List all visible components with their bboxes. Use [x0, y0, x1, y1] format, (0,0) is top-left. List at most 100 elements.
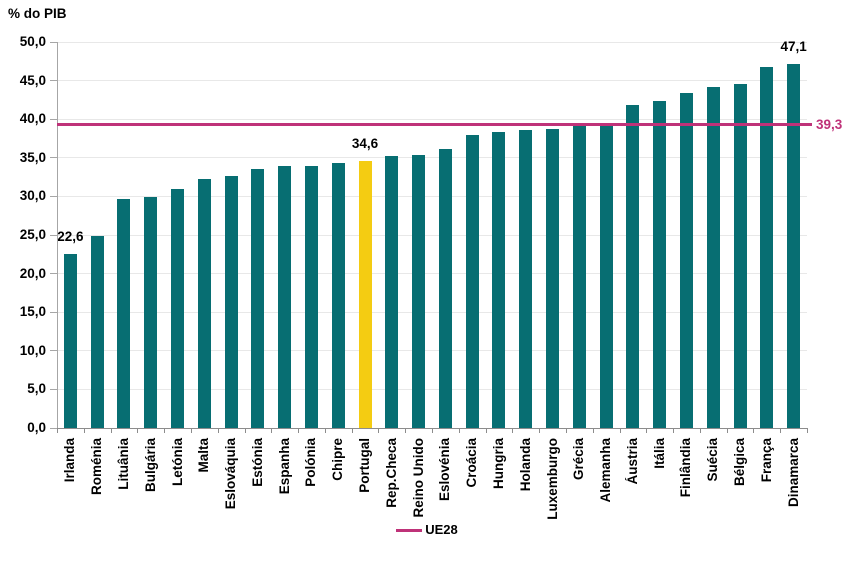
x-label-hungria: Hungria	[490, 438, 506, 490]
x-label-grecia: Grécia	[571, 438, 587, 481]
x-tick	[592, 428, 594, 433]
x-label-malta: Malta	[196, 438, 212, 473]
x-tick	[378, 428, 380, 433]
x-label-suecia: Suécia	[705, 438, 721, 482]
y-tick	[50, 234, 57, 236]
x-tick	[619, 428, 621, 433]
x-tick	[271, 428, 273, 433]
y-tick	[50, 311, 57, 313]
bar-suecia	[706, 86, 720, 428]
gridline	[57, 311, 807, 313]
x-tick	[190, 428, 192, 433]
x-label-letonia: Letónia	[169, 438, 185, 487]
x-label-romenia: Roménia	[89, 438, 105, 496]
bar-estonia	[251, 169, 265, 428]
x-tick	[485, 428, 487, 433]
x-label-lituania: Lituânia	[115, 438, 131, 490]
x-tick	[673, 428, 675, 433]
legend: UE28	[0, 522, 854, 538]
y-tick-label: 45,0	[19, 72, 46, 88]
x-label-alemanha: Alemanha	[598, 438, 614, 503]
y-tick-label: 25,0	[19, 227, 46, 242]
bar-polonia	[304, 165, 318, 428]
y-tick-label: 30,0	[19, 188, 46, 204]
x-tick	[298, 428, 300, 433]
bar-austria	[626, 105, 640, 428]
x-label-bulgaria: Bulgária	[142, 438, 158, 493]
y-tick	[50, 195, 57, 197]
bar-franca	[760, 67, 774, 428]
bar-hungria	[492, 131, 506, 428]
ue28-reference-line	[57, 123, 812, 127]
gridline	[57, 118, 807, 120]
bar-grecia	[572, 125, 586, 428]
bar-holanda	[519, 130, 533, 428]
y-axis-title: % do PIB	[8, 6, 67, 21]
x-label-eslovenia: Eslovénia	[437, 438, 453, 502]
bar-italia	[653, 101, 667, 428]
ue28-line-icon	[396, 528, 423, 532]
x-tick	[726, 428, 728, 433]
gridline	[57, 157, 807, 159]
x-label-luxemburgo: Luxemburgo	[544, 438, 560, 520]
y-tick	[50, 427, 57, 429]
bar-bulgaria	[144, 197, 158, 428]
y-tick	[50, 157, 57, 159]
bar-espanha	[278, 166, 292, 428]
gridline	[57, 350, 807, 352]
x-tick	[780, 428, 782, 433]
bar-chipre	[331, 163, 345, 428]
x-label-dinamarca: Dinamarca	[785, 438, 801, 508]
y-tick-label: 10,0	[19, 342, 46, 358]
bar-value-label-dinamarca: 47,1	[780, 39, 807, 55]
y-tick-label: 35,0	[19, 149, 46, 165]
x-label-estonia: Estónia	[249, 438, 265, 487]
x-label-belgica: Bélgica	[732, 438, 748, 487]
x-axis-line	[57, 428, 808, 429]
x-tick	[405, 428, 407, 433]
y-tick	[50, 80, 57, 82]
x-tick	[217, 428, 219, 433]
x-tick	[244, 428, 246, 433]
bar-eslovenia	[438, 149, 452, 428]
x-label-eslovaquia: Eslováquia	[223, 438, 239, 510]
y-tick-label: 40,0	[19, 111, 46, 127]
x-tick	[351, 428, 353, 433]
x-tick	[807, 428, 808, 433]
y-tick	[50, 388, 57, 390]
gridline	[57, 388, 807, 390]
x-tick	[458, 428, 460, 433]
y-tick-label: 20,0	[19, 265, 46, 281]
x-tick	[565, 428, 567, 433]
gridline	[57, 41, 807, 43]
bar-romenia	[90, 235, 104, 428]
x-tick	[432, 428, 433, 433]
bar-letonia	[171, 188, 185, 428]
bar-portugal	[358, 160, 372, 428]
x-tick	[699, 428, 701, 433]
x-label-austria: Áustria	[624, 438, 640, 485]
x-tick	[646, 428, 648, 433]
bar-belgica	[733, 84, 747, 428]
x-label-polonia: Polónia	[303, 438, 319, 487]
bar-reino-unido	[412, 155, 426, 428]
bar-eslovaquia	[224, 176, 238, 428]
bar-alemanha	[599, 124, 613, 428]
x-label-franca: França	[758, 438, 774, 483]
bar-dinamarca	[787, 64, 801, 428]
y-tick	[50, 350, 57, 352]
y-tick-label: 50,0	[19, 34, 46, 49]
x-label-portugal: Portugal	[357, 438, 373, 493]
y-tick	[50, 273, 57, 275]
bar-rep-checa	[385, 156, 399, 428]
x-tick	[753, 428, 755, 433]
gridline	[57, 273, 807, 275]
x-label-holanda: Holanda	[517, 438, 533, 492]
bar-lituania	[117, 199, 131, 428]
x-label-reino-unido: Reino Unido	[410, 438, 426, 518]
y-axis-line	[57, 42, 58, 428]
bar-irlanda	[63, 253, 77, 428]
x-label-espanha: Espanha	[276, 438, 292, 495]
gridline	[57, 195, 807, 197]
x-label-irlanda: Irlanda	[62, 438, 78, 483]
